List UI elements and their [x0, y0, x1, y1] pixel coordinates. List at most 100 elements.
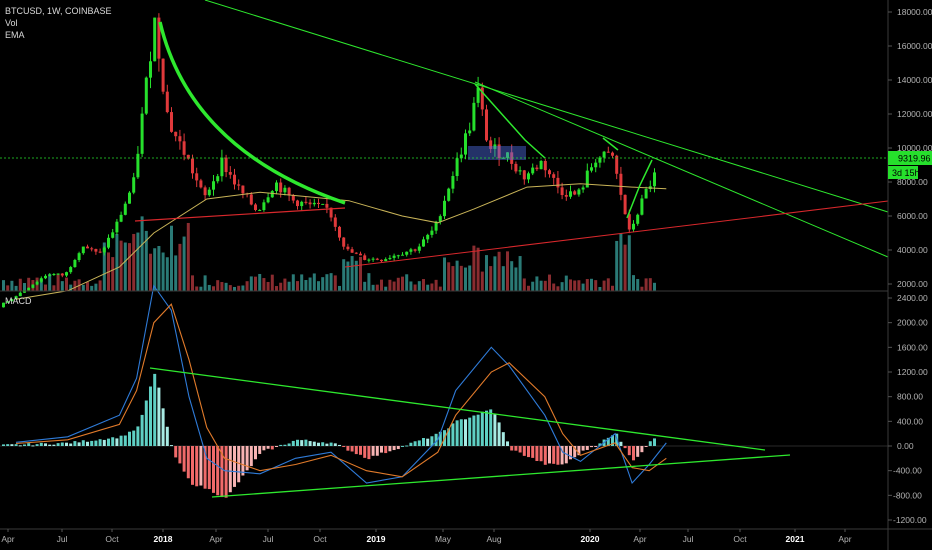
time-tick-label: Jul — [263, 534, 274, 544]
time-tick-label: 2018 — [154, 534, 173, 544]
candle-body — [186, 154, 190, 159]
macd-axis[interactable]: -1200.00 -800.00 -400.00 0.00 400.00 800.00 12… — [888, 293, 928, 525]
time-tick-label: Apr — [838, 534, 851, 544]
macd-hist-bar — [98, 439, 102, 446]
volume-bar — [275, 286, 278, 291]
candle-body — [459, 154, 463, 159]
candle-body — [438, 216, 442, 222]
macd-hist-bar — [249, 446, 253, 467]
volume-bar — [409, 281, 413, 291]
macd-hist-bar — [312, 441, 316, 446]
volume-bar — [426, 284, 430, 291]
macd-hist-bar — [241, 446, 245, 476]
volume-bar — [590, 278, 593, 291]
macd-hist-bar — [422, 437, 425, 446]
volume-bar — [144, 230, 148, 291]
macd-hist-bar — [287, 443, 291, 446]
volume-bar — [170, 225, 173, 291]
candle-body — [388, 257, 392, 260]
macd-hist-bar — [207, 446, 211, 490]
macd-hist-bar — [291, 440, 295, 446]
candle-body — [102, 247, 106, 253]
candle-body — [56, 273, 60, 275]
candle-body — [451, 176, 455, 189]
volume-bar — [186, 222, 190, 291]
candle-body — [342, 237, 346, 247]
time-axis[interactable]: Apr Jul Oct 2018 Apr Jul Oct 2019 May Aug 2020 Apr J… — [1, 529, 852, 544]
candle-body — [161, 58, 165, 92]
volume-bar — [632, 275, 635, 291]
volume-bar — [140, 216, 144, 291]
indicator-ema-label[interactable]: EMA — [5, 30, 25, 40]
macd-tick-label: 1200.00 — [897, 367, 928, 377]
volume-bar — [203, 275, 207, 291]
macd-hist-bar — [81, 440, 85, 446]
macd-hist-bar — [174, 446, 178, 458]
macd-hist-bar — [350, 446, 354, 452]
volume-bar — [233, 286, 236, 291]
volume-bars — [2, 216, 656, 291]
macd-series — [15, 284, 667, 485]
macd-label[interactable]: MACD — [5, 296, 32, 306]
volume-bar — [18, 278, 22, 291]
volume-bar — [270, 274, 274, 291]
macd-hist-bar — [149, 386, 152, 446]
candle-body — [31, 284, 35, 288]
volume-bar — [451, 266, 455, 291]
volume-bar — [153, 248, 157, 291]
volume-bar — [468, 265, 472, 291]
macd-hist-bar — [569, 446, 572, 460]
time-tick-label: 2021 — [786, 534, 805, 544]
candle-body — [430, 230, 434, 235]
macd-hist-bar — [52, 444, 56, 446]
macd-hist-bar — [556, 446, 560, 465]
macd-hist-bar — [182, 446, 186, 472]
volume-bar — [258, 273, 262, 291]
signal-series — [15, 303, 667, 478]
candle-body — [266, 197, 270, 203]
volume-bar — [552, 283, 556, 291]
candle-body — [359, 253, 362, 256]
candle-body — [522, 170, 526, 180]
candle-body — [602, 151, 606, 158]
price-axis[interactable]: 2000.00 4000.00 6000.00 8000.00 10000.00 1200… — [888, 7, 932, 289]
candle-body — [392, 255, 396, 258]
candle-body — [640, 198, 644, 215]
volume-bar — [333, 275, 337, 291]
volume-bar — [531, 281, 535, 291]
time-tick-label: 2019 — [367, 534, 386, 544]
volume-bar — [527, 285, 530, 291]
macd-hist-bar — [170, 445, 173, 447]
macd-hist-bar — [233, 446, 236, 487]
volume-bar — [207, 284, 211, 291]
zigzag-1 — [474, 83, 546, 159]
volume-bar — [401, 276, 404, 291]
candle-body — [317, 202, 320, 205]
volume-bar — [384, 286, 388, 291]
macd-tick-label: -400.00 — [893, 466, 922, 476]
indicator-vol-label[interactable]: Vol — [5, 18, 18, 28]
candle-body — [585, 170, 589, 188]
macd-hist-bar — [359, 446, 362, 455]
macd-hist-bar — [380, 446, 383, 453]
volume-bar — [48, 273, 52, 291]
macd-hist-bar — [485, 410, 488, 446]
macd-hist-bar — [501, 432, 505, 446]
macd-hist-bar — [140, 414, 144, 446]
candle-body — [606, 151, 610, 153]
volume-bar — [81, 284, 85, 291]
macd-hist-bar — [325, 443, 329, 446]
volume-bar — [149, 253, 152, 291]
candle-body — [140, 113, 144, 154]
macd-hist-bar — [48, 444, 52, 446]
volume-bar — [388, 279, 392, 291]
time-tick-label: May — [435, 534, 452, 544]
candle-body — [220, 157, 224, 177]
drawings — [134, 0, 889, 268]
macd-hist-bar — [535, 446, 539, 461]
macd-hist-bar — [329, 442, 333, 446]
volume-bar — [493, 256, 497, 291]
macd-hist-bar — [308, 441, 312, 446]
candle-body — [115, 221, 119, 233]
